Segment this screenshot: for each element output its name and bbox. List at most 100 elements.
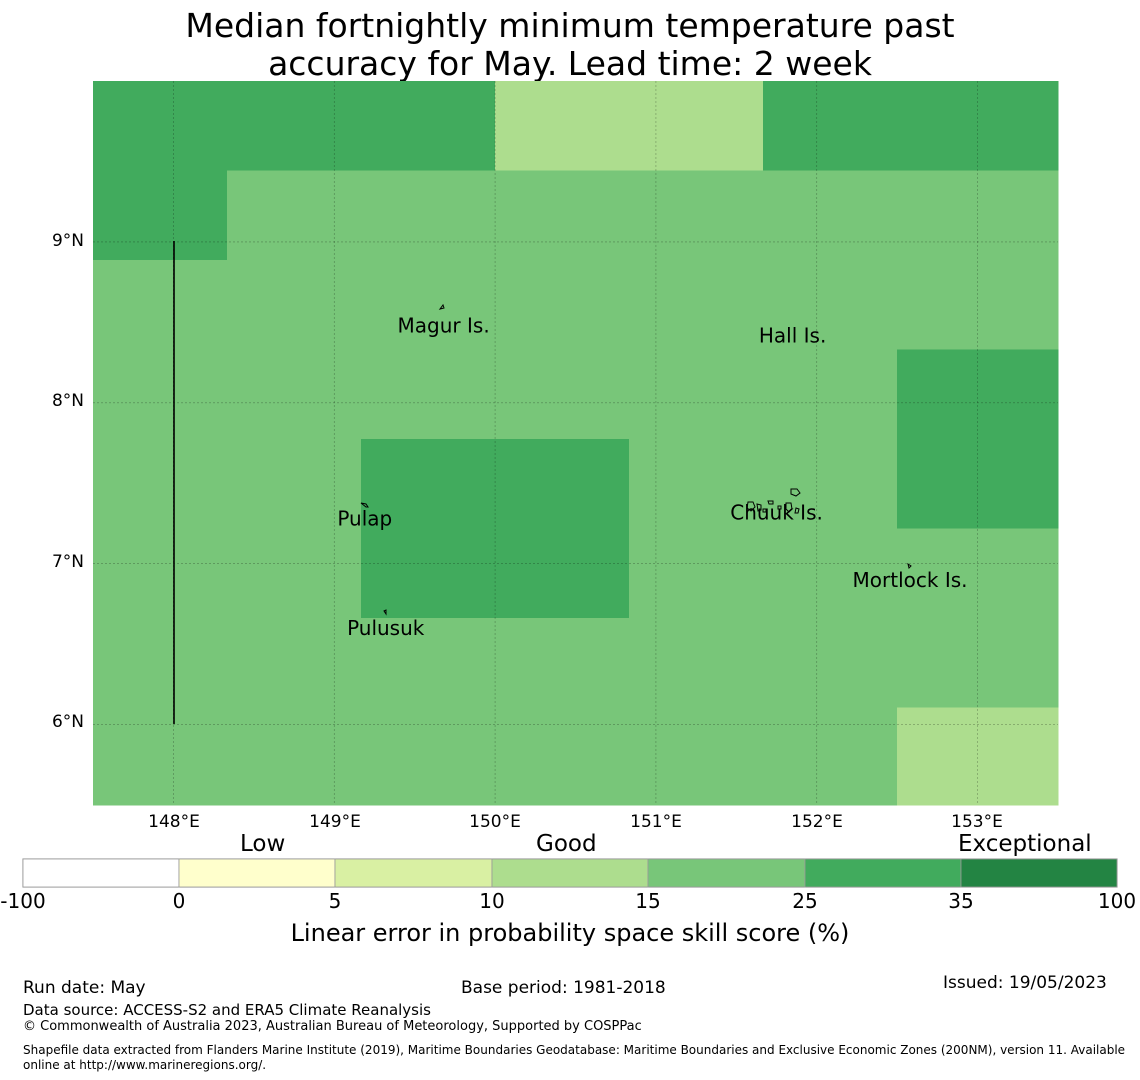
colorbar-category-good: Good (536, 831, 597, 857)
place-label: Hall Is. (759, 323, 826, 347)
skill-cell (227, 439, 362, 529)
colorbar-tick: 10 (479, 889, 505, 913)
island-pulusuk (383, 609, 387, 616)
skill-cell (1031, 797, 1059, 806)
skill-cell (361, 618, 496, 708)
skill-cell (763, 797, 898, 806)
island-mortlock (907, 562, 912, 569)
shapefile-credit-line-1: Shapefile data extracted from Flanders M… (23, 1043, 1126, 1057)
colorbar-tick: 35 (948, 889, 974, 913)
skill-cell (495, 707, 630, 798)
skill-cell (361, 439, 496, 529)
skill-cell (495, 260, 630, 350)
skill-cell (1031, 260, 1059, 350)
lon-label-149e: 149°E (309, 812, 361, 832)
colorbar-segment (491, 858, 649, 888)
skill-cell (763, 81, 898, 171)
skill-cell (1031, 528, 1059, 619)
skill-cell (897, 439, 1032, 529)
lat-label-9n: 9°N (51, 231, 84, 251)
copyright: © Commonwealth of Australia 2023, Austra… (23, 1019, 642, 1034)
skill-cell (763, 528, 898, 619)
colorbar-tick: 25 (792, 889, 818, 913)
skill-cell (1031, 81, 1059, 171)
colorbar-tick: 5 (328, 889, 342, 913)
place-label: Pulap (337, 507, 392, 531)
colorbar-tick: 0 (172, 889, 186, 913)
skill-cell (495, 528, 630, 619)
skill-cell (1031, 707, 1059, 798)
island-outlines (360, 303, 912, 616)
skill-cell (227, 618, 362, 708)
skill-cell (495, 81, 630, 171)
island-pulap (360, 502, 369, 508)
skill-cell (1031, 439, 1059, 529)
skill-cell (763, 707, 898, 798)
colorbar-label: Linear error in probability space skill … (290, 919, 850, 947)
run-date: Run date: May (23, 978, 146, 998)
skill-cell (629, 528, 764, 619)
skill-cell (93, 260, 228, 350)
skill-cell (227, 349, 362, 440)
data-source: Data source: ACCESS-S2 and ERA5 Climate … (23, 1001, 431, 1019)
island-magur (438, 303, 445, 310)
colorbar-segment (22, 858, 180, 888)
colorbar-category-low: Low (240, 831, 286, 857)
skill-cell (629, 439, 764, 529)
skill-cell (227, 260, 362, 350)
colorbar (22, 858, 1118, 888)
skill-cell (629, 260, 764, 350)
map-title-line-1: Median fortnightly minimum temperature p… (185, 6, 955, 45)
issued-date: Issued: 19/05/2023 (943, 973, 1107, 993)
lon-label-152e: 152°E (791, 812, 843, 832)
skill-cell (227, 81, 362, 171)
place-label: Magur Is. (398, 314, 490, 338)
skill-cell (93, 349, 228, 440)
skill-cell (897, 81, 1032, 171)
colorbar-segment (178, 858, 336, 888)
skill-cell (227, 528, 362, 619)
skill-cell (1031, 349, 1059, 440)
skill-cell (897, 707, 1032, 798)
skill-cell (629, 618, 764, 708)
skill-cell (763, 439, 898, 529)
colorbar-category-exceptional: Exceptional (958, 831, 1092, 857)
lon-label-153e: 153°E (951, 812, 1003, 832)
lon-label-150e: 150°E (469, 812, 521, 832)
skill-cell (495, 618, 630, 708)
skill-cell (897, 618, 1032, 708)
skill-cell (227, 707, 362, 798)
skill-cell (495, 439, 630, 529)
skill-cell (763, 170, 898, 261)
colorbar-segment (647, 858, 806, 888)
skill-cell (495, 170, 630, 261)
skill-cell (361, 170, 496, 261)
lat-label-8n: 8°N (51, 391, 84, 411)
skill-cell (897, 260, 1032, 350)
skill-cell (897, 170, 1032, 261)
skill-cell (93, 707, 228, 798)
skill-cell (629, 707, 764, 798)
shapefile-credit-line-2: online at http://www.marineregions.org/. (23, 1058, 267, 1072)
skill-cell (629, 349, 764, 440)
skill-cell (361, 797, 496, 806)
skill-cell (361, 260, 496, 350)
colorbar-segment (804, 858, 962, 888)
island-chuuk (746, 488, 801, 514)
base-period: Base period: 1981-2018 (461, 978, 666, 998)
skill-cell (361, 349, 496, 440)
colorbar-tick: -100 (0, 889, 46, 913)
colorbar-tick: 100 (1097, 889, 1137, 913)
skill-cell (629, 81, 764, 171)
skill-cell (629, 797, 764, 806)
skill-cell (763, 349, 898, 440)
skill-cell (361, 707, 496, 798)
colorbar-segment (334, 858, 493, 888)
skill-grid (93, 81, 1059, 806)
lat-label-6n: 6°N (51, 712, 84, 732)
skill-cell (93, 439, 228, 529)
skill-cell (93, 618, 228, 708)
skill-cell (361, 528, 496, 619)
skill-cell (495, 797, 630, 806)
